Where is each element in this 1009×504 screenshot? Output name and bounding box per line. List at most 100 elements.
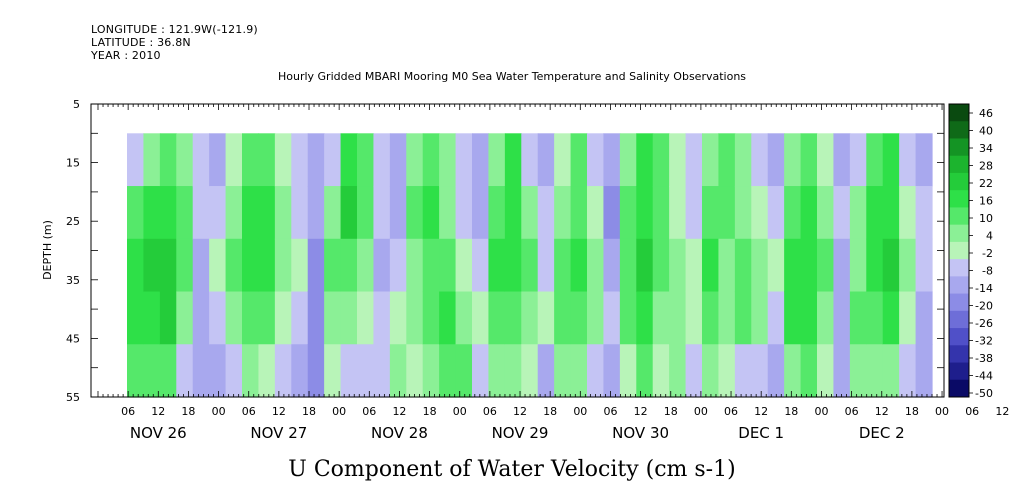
colorbar-swatch bbox=[949, 190, 969, 208]
longitude-label: LONGITUDE : 121.9W(-121.9) bbox=[91, 23, 258, 36]
heat-cell bbox=[669, 238, 687, 293]
colorbar-label: -32 bbox=[975, 335, 993, 348]
heat-cell bbox=[422, 186, 440, 240]
x-day-label: NOV 26 bbox=[130, 424, 187, 442]
heat-cell bbox=[209, 344, 227, 398]
heat-cell bbox=[127, 344, 145, 398]
heat-cell bbox=[488, 291, 506, 345]
heat-cell bbox=[143, 133, 161, 187]
heat-cell bbox=[225, 344, 243, 398]
x-day-label: NOV 27 bbox=[250, 424, 307, 442]
heat-cell bbox=[225, 186, 243, 240]
x-hour-label: 12 bbox=[634, 405, 648, 418]
x-hour-label: 18 bbox=[181, 405, 195, 418]
heat-cell bbox=[537, 133, 555, 187]
heat-cell bbox=[192, 186, 210, 240]
heat-cell bbox=[176, 133, 194, 187]
x-day-label: DEC 1 bbox=[738, 424, 784, 442]
heat-cell bbox=[784, 344, 802, 398]
x-hour-label: 12 bbox=[995, 405, 1009, 418]
heat-cell bbox=[291, 291, 309, 345]
heat-cell bbox=[636, 238, 654, 293]
colorbar-label: 16 bbox=[979, 195, 993, 208]
heat-cell bbox=[718, 238, 736, 293]
colorbar-swatch bbox=[949, 276, 969, 294]
heat-cell bbox=[652, 291, 670, 345]
heat-cell bbox=[176, 186, 194, 240]
heat-cell bbox=[751, 238, 769, 293]
heat-cell bbox=[439, 238, 457, 293]
heat-cell bbox=[603, 133, 621, 187]
heat-cell bbox=[570, 186, 588, 240]
heat-cell bbox=[209, 291, 227, 345]
heat-cell bbox=[718, 186, 736, 240]
heat-cell bbox=[504, 238, 522, 293]
colorbar-label: -8 bbox=[982, 265, 993, 278]
heat-cell bbox=[192, 238, 210, 293]
heat-cell bbox=[143, 291, 161, 345]
heat-cell bbox=[422, 133, 440, 187]
colorbar-label: -2 bbox=[982, 247, 993, 260]
x-hour-label: 00 bbox=[935, 405, 949, 418]
x-hour-label: 12 bbox=[392, 405, 406, 418]
heat-cell bbox=[439, 344, 457, 398]
chart-title: Hourly Gridded MBARI Mooring M0 Sea Wate… bbox=[278, 70, 746, 83]
heat-cell bbox=[291, 238, 309, 293]
year-label: YEAR : 2010 bbox=[91, 49, 161, 62]
x-hour-label: 06 bbox=[603, 405, 617, 418]
colorbar-swatch bbox=[949, 259, 969, 277]
colorbar-swatch bbox=[949, 121, 969, 139]
colorbar-label: -14 bbox=[975, 282, 993, 295]
heat-cell bbox=[521, 133, 539, 187]
x-day-label: NOV 28 bbox=[371, 424, 428, 442]
heat-cell bbox=[882, 238, 900, 293]
heat-cell bbox=[357, 186, 375, 240]
heat-cell bbox=[373, 133, 391, 187]
y-tick-label: 55 bbox=[66, 391, 80, 404]
heat-cell bbox=[242, 344, 260, 398]
heat-cell bbox=[192, 133, 210, 187]
heat-cell bbox=[882, 186, 900, 240]
x-hour-label: 06 bbox=[965, 405, 979, 418]
heat-cell bbox=[127, 238, 145, 293]
colorbar-label: 10 bbox=[979, 212, 993, 225]
heat-cell bbox=[734, 133, 752, 187]
heat-cell bbox=[504, 344, 522, 398]
heat-cell bbox=[866, 238, 884, 293]
x-hour-label: 00 bbox=[814, 405, 828, 418]
heat-cell bbox=[570, 344, 588, 398]
heat-cell bbox=[652, 344, 670, 398]
heat-cell bbox=[652, 238, 670, 293]
heat-cell bbox=[274, 186, 292, 240]
heat-cell bbox=[340, 186, 358, 240]
heat-cell bbox=[833, 238, 851, 293]
y-axis-title: DEPTH (m) bbox=[41, 220, 54, 280]
heat-cell bbox=[800, 238, 818, 293]
heat-cell bbox=[669, 133, 687, 187]
heat-cell bbox=[800, 133, 818, 187]
y-tick-label: 15 bbox=[66, 157, 80, 170]
heat-cell bbox=[685, 344, 703, 398]
heat-cell bbox=[176, 291, 194, 345]
heat-cell bbox=[685, 133, 703, 187]
heat-cell bbox=[307, 344, 325, 398]
heat-cell bbox=[833, 344, 851, 398]
heat-cell bbox=[833, 291, 851, 345]
heat-cell bbox=[324, 344, 342, 398]
heat-cell bbox=[570, 133, 588, 187]
heat-cell bbox=[636, 291, 654, 345]
x-hour-label: 06 bbox=[483, 405, 497, 418]
heat-cell bbox=[784, 133, 802, 187]
heat-cell bbox=[636, 186, 654, 240]
colorbar-swatch bbox=[949, 362, 969, 381]
heat-cell bbox=[406, 238, 424, 293]
heat-cell bbox=[389, 133, 407, 187]
heat-cell bbox=[439, 186, 457, 240]
heat-cell bbox=[176, 344, 194, 398]
heat-cell bbox=[767, 133, 785, 187]
heat-cell bbox=[817, 186, 835, 240]
heat-cell bbox=[800, 186, 818, 240]
heat-cell bbox=[817, 238, 835, 293]
x-hour-label: 18 bbox=[423, 405, 437, 418]
